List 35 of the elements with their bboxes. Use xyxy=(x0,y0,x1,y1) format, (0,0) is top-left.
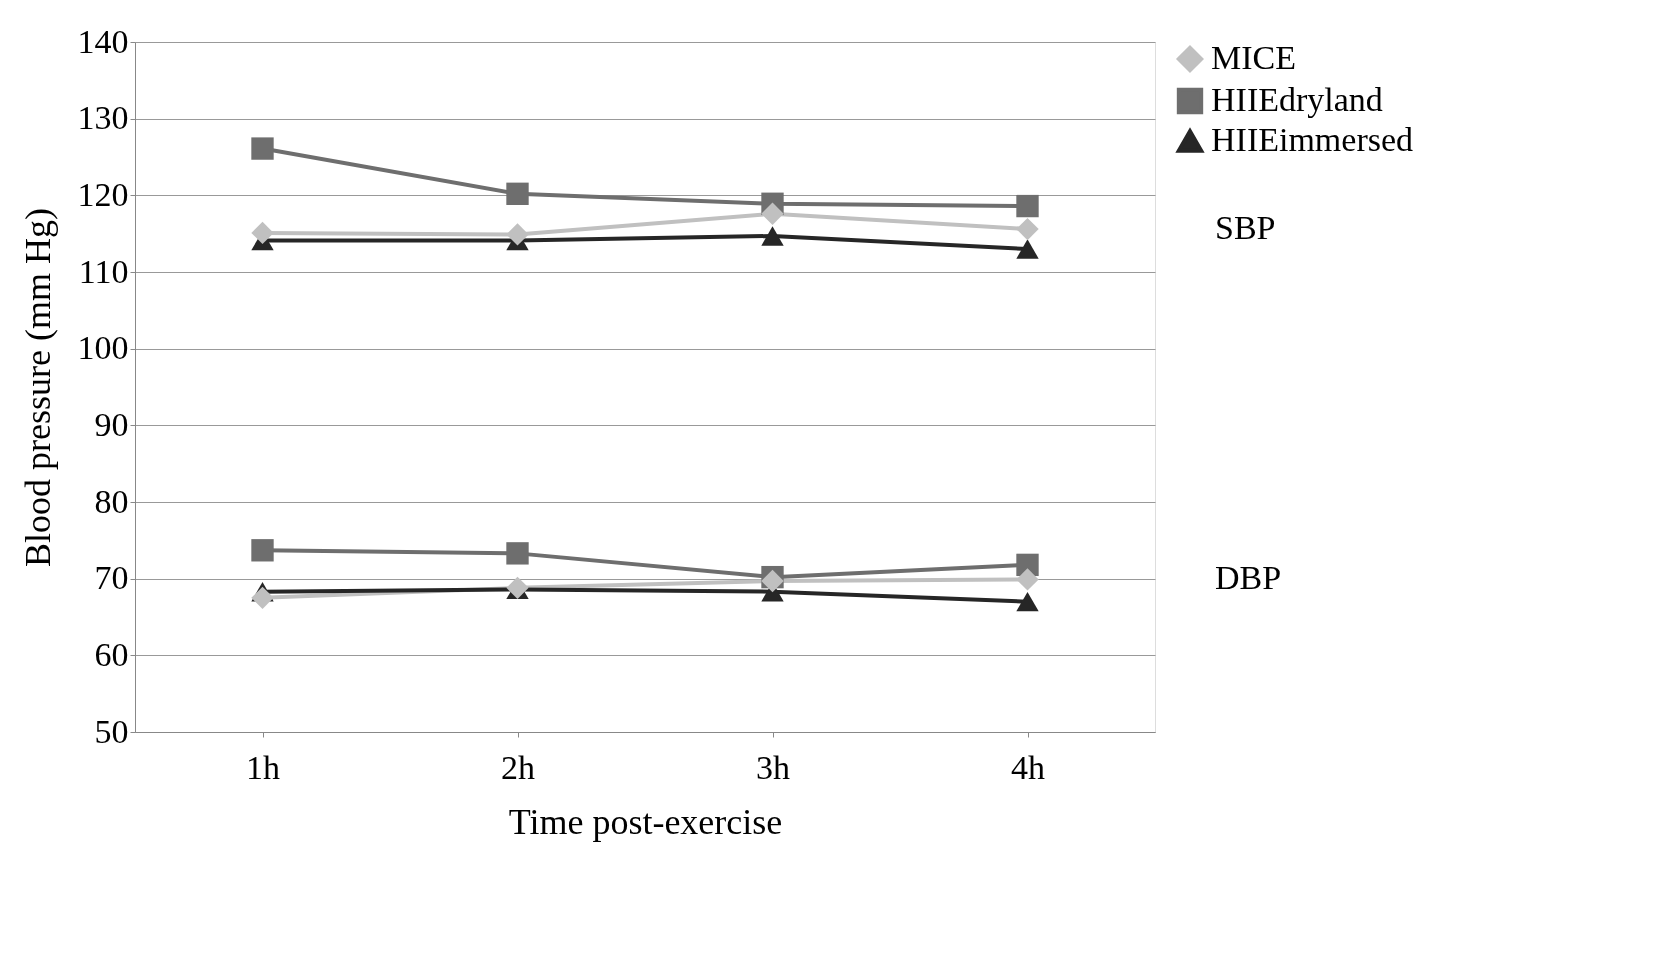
x-tick-label: 2h xyxy=(501,748,535,786)
point xyxy=(761,226,784,246)
text: DBP xyxy=(1215,559,1282,597)
y-tick-label: 50 xyxy=(94,712,129,750)
y-tick-label: 80 xyxy=(94,482,129,520)
point xyxy=(251,221,274,245)
legend-label: HIIEimmersed xyxy=(1211,121,1414,158)
point xyxy=(506,223,529,246)
y-tick-label: 130 xyxy=(77,99,129,137)
y-tick-label: 140 xyxy=(77,22,129,60)
point xyxy=(761,202,784,225)
y-tick-label: 100 xyxy=(77,329,129,367)
text: SBP xyxy=(1215,209,1276,247)
y-tick-label: 120 xyxy=(77,175,129,213)
y-tick-label: 90 xyxy=(94,405,129,443)
point xyxy=(251,539,274,562)
legend-label: MICE xyxy=(1211,39,1296,76)
point xyxy=(1016,591,1039,612)
y-axis-title: Blood pressure (mm Hg) xyxy=(17,208,58,567)
point xyxy=(1016,568,1039,591)
point xyxy=(251,586,274,610)
x-tick-label: 1h xyxy=(246,748,280,786)
x-tick-label: 3h xyxy=(756,748,790,786)
y-tick-label: 110 xyxy=(78,252,129,290)
point xyxy=(1016,239,1039,259)
legend-label: HIIEdryland xyxy=(1211,81,1383,118)
x-axis-title: Time post-exercise xyxy=(508,801,783,842)
point xyxy=(506,542,529,565)
point xyxy=(1016,217,1039,241)
point xyxy=(251,137,274,160)
y-tick-label: 60 xyxy=(94,635,129,673)
x-tick-label: 4h xyxy=(1011,748,1045,786)
point xyxy=(1016,194,1039,218)
y-tick-label: 70 xyxy=(94,559,129,597)
point xyxy=(506,182,529,205)
